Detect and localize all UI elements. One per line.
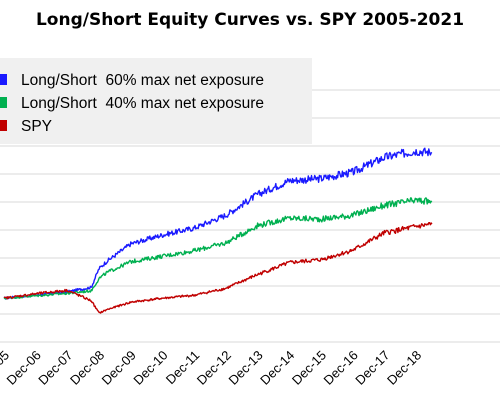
x-tick-label: Dec-18	[384, 348, 424, 388]
x-tick-label: Dec-08	[67, 348, 107, 388]
x-tick-label: Dec-07	[35, 348, 75, 388]
x-tick-label: Dec-12	[194, 348, 234, 388]
x-tick-label: Dec-10	[130, 348, 170, 388]
legend-box	[0, 58, 312, 144]
series-lines	[3, 147, 433, 314]
legend-swatch-spy	[0, 120, 7, 131]
series-line-ls60	[3, 147, 433, 300]
x-tick-label: Dec-13	[225, 348, 265, 388]
legend-swatch-ls60	[0, 74, 7, 85]
x-tick-label: Dec-09	[99, 348, 139, 388]
legend-swatch-ls40	[0, 97, 7, 108]
chart-title: Long/Short Equity Curves vs. SPY 2005-20…	[36, 10, 464, 30]
x-tick-label: Dec-15	[289, 348, 329, 388]
x-axis-tick-labels: Dec-05Dec-06Dec-07Dec-08Dec-09Dec-10Dec-…	[0, 348, 424, 388]
x-tick-label: Dec-14	[257, 348, 297, 388]
legend-label-spy: SPY	[21, 118, 52, 135]
x-tick-label: Dec-06	[4, 348, 44, 388]
x-tick-label: Dec-17	[352, 348, 392, 388]
legend-label-ls60: Long/Short 60% max net exposure	[21, 72, 264, 89]
series-line-ls40	[3, 197, 433, 300]
legend-label-ls40: Long/Short 40% max net exposure	[21, 95, 264, 112]
series-line-spy	[3, 222, 433, 314]
legend: Long/Short 60% max net exposure Long/Sho…	[0, 58, 312, 144]
x-tick-label: Dec-16	[321, 348, 361, 388]
